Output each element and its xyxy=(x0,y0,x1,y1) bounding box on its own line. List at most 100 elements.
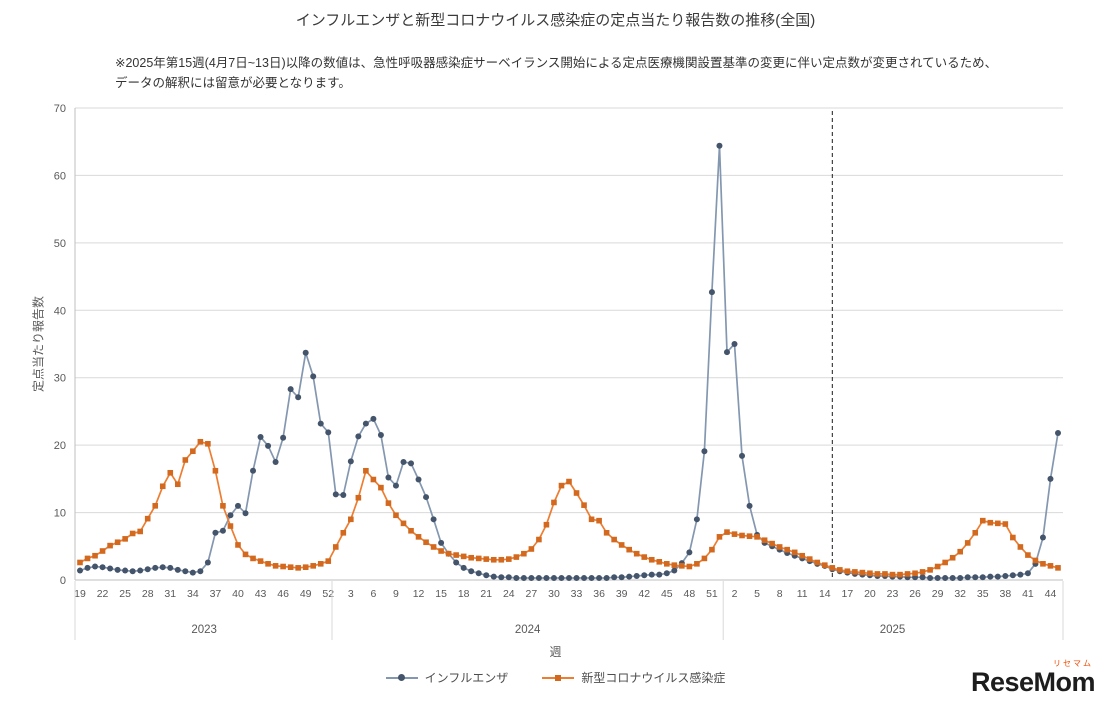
covid-point xyxy=(1047,563,1054,569)
influenza-point xyxy=(340,492,347,499)
covid-point xyxy=(746,533,753,539)
covid-point xyxy=(498,556,505,563)
covid-point xyxy=(378,484,384,491)
covid-point xyxy=(761,537,768,544)
influenza-point xyxy=(250,467,257,474)
influenza-point xyxy=(204,559,211,566)
covid-point xyxy=(671,562,678,568)
covid-point xyxy=(129,530,136,537)
covid-point xyxy=(385,500,392,506)
covid-point xyxy=(626,546,632,553)
influenza-point xyxy=(1017,571,1024,578)
covid-point xyxy=(287,564,294,570)
covid-point xyxy=(423,539,429,546)
covid-point xyxy=(272,563,279,569)
influenza-point xyxy=(964,574,971,581)
influenza-point xyxy=(716,142,723,149)
influenza-point xyxy=(528,574,535,581)
influenza-point xyxy=(355,433,362,440)
covid-point xyxy=(310,563,317,569)
resemom-logo: リセマム ReseMom xyxy=(971,660,1096,696)
covid-point xyxy=(897,571,903,578)
y-axis-labels: 0 10 20 30 40 50 60 70 xyxy=(54,103,66,587)
influenza-point xyxy=(92,563,99,570)
covid-point xyxy=(107,542,113,549)
covid-point xyxy=(332,544,339,550)
covid-point xyxy=(543,521,550,528)
covid-point xyxy=(430,544,437,550)
svg-text:49: 49 xyxy=(300,588,312,600)
svg-text:26: 26 xyxy=(909,588,921,600)
influenza-point xyxy=(626,573,633,580)
svg-text:51: 51 xyxy=(706,588,718,600)
legend-label-covid: 新型コロナウイルス感染症 xyxy=(581,671,726,685)
covid-point xyxy=(656,558,663,565)
covid-point xyxy=(694,561,700,567)
influenza-point xyxy=(347,458,354,465)
covid-point xyxy=(769,540,775,547)
svg-text:50: 50 xyxy=(54,238,66,250)
influenza-point xyxy=(979,574,986,581)
influenza-point xyxy=(611,574,618,581)
influenza-point xyxy=(535,574,542,581)
gridlines xyxy=(74,107,1063,581)
svg-text:52: 52 xyxy=(322,588,334,600)
influenza-point xyxy=(189,569,196,576)
svg-text:39: 39 xyxy=(616,588,628,600)
influenza-point xyxy=(400,459,407,465)
influenza-point xyxy=(152,564,159,571)
influenza-point xyxy=(603,574,610,581)
svg-text:19: 19 xyxy=(74,588,86,600)
influenza-point xyxy=(708,289,715,296)
influenza-point xyxy=(927,574,934,581)
covid-point xyxy=(400,520,407,527)
covid-point xyxy=(814,559,821,566)
covid-point xyxy=(152,503,159,509)
covid-point xyxy=(558,482,565,489)
covid-point xyxy=(633,550,640,557)
covid-point xyxy=(957,548,963,555)
covid-point xyxy=(280,563,286,570)
svg-text:20: 20 xyxy=(864,588,876,600)
influenza-point xyxy=(174,566,181,573)
influenza-point xyxy=(129,568,136,575)
influenza-point xyxy=(934,574,941,581)
covid-point xyxy=(964,540,971,546)
influenza-point xyxy=(272,459,279,465)
svg-text:41: 41 xyxy=(1022,588,1034,600)
influenza-point xyxy=(723,349,730,356)
svg-text:36: 36 xyxy=(593,588,605,600)
influenza-point xyxy=(498,574,505,581)
influenza-point xyxy=(1002,572,1009,579)
influenza-point xyxy=(84,564,91,571)
influenza-point xyxy=(949,574,956,581)
svg-text:30: 30 xyxy=(548,588,560,600)
covid-point xyxy=(144,515,151,522)
influenza-point xyxy=(994,573,1001,580)
covid-point xyxy=(159,483,166,490)
covid-point xyxy=(265,561,271,567)
influenza-point xyxy=(310,373,317,380)
covid-point xyxy=(528,546,535,552)
covid-point xyxy=(84,555,91,562)
covid-point xyxy=(618,542,625,548)
x-axis-labels: 19 22 25 28 31 34 37 40 43 46 49 52 3 6 9 12 15 18 21 24 27 3… xyxy=(74,588,1056,600)
covid-point xyxy=(754,534,760,540)
influenza-point xyxy=(385,474,392,481)
svg-text:17: 17 xyxy=(842,588,854,600)
influenza-point xyxy=(942,574,949,581)
covid-point xyxy=(340,530,347,536)
note-line-1: ※2025年第15週(4月7日~13日)以降の数値は、急性呼吸器感染症サーベイラ… xyxy=(115,56,998,70)
covid-point xyxy=(453,552,459,558)
covid-point xyxy=(317,561,324,567)
influenza-point xyxy=(588,574,595,581)
covid-point xyxy=(844,568,851,575)
covid-point xyxy=(581,502,587,508)
influenza-point xyxy=(731,341,738,347)
svg-text:44: 44 xyxy=(1045,588,1057,600)
influenza-point xyxy=(1047,475,1054,482)
year-band-separators xyxy=(74,581,1064,640)
svg-text:29: 29 xyxy=(932,588,944,600)
svg-text:9: 9 xyxy=(393,588,399,600)
